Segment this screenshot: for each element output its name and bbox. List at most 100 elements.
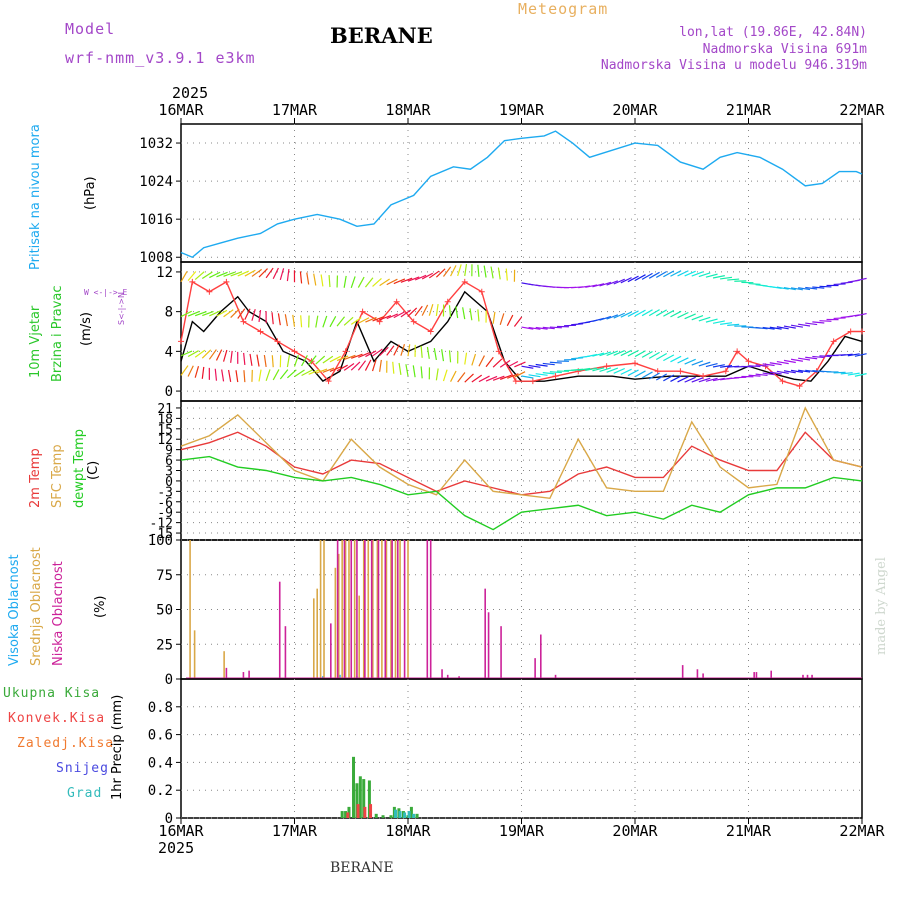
wind-arrow <box>606 314 619 320</box>
wind-arrow <box>279 369 289 380</box>
wind-arrow <box>606 280 619 286</box>
wind-arrow <box>284 314 288 327</box>
date-label-bottom: 22MAR <box>839 822 885 840</box>
wind-arrow <box>322 315 328 328</box>
cloud-series-niska-oblacnost-bar <box>446 674 449 679</box>
wind-arrow <box>655 373 668 381</box>
wind-arrow <box>180 271 188 283</box>
wind-arrow <box>627 349 639 357</box>
wind-gust-marker <box>495 348 502 355</box>
wind-arrow <box>670 270 682 277</box>
wind-arrow <box>235 370 239 383</box>
wind-arrow <box>812 355 825 359</box>
wind-arrow <box>286 269 290 282</box>
wind-arrow <box>705 273 718 278</box>
wind-arrow <box>677 270 689 277</box>
wind-arrow <box>755 373 768 377</box>
wind-arrow <box>407 276 420 282</box>
pressure-frame <box>180 123 863 263</box>
panel-cloud: 0 25 50 75 100 <box>148 533 863 688</box>
wind-gust-marker <box>734 348 741 355</box>
panel-pressure: 1008 1016 1024 1032 <box>139 123 863 266</box>
wind-arrow <box>840 353 853 357</box>
wind-arrow <box>634 370 646 378</box>
cloud-series-niska-oblacnost-bar <box>811 674 813 679</box>
precip-ytick-label: 0.8 <box>148 700 173 716</box>
wind-arrow <box>350 361 361 371</box>
cloud-series-niska-oblacnost-bar <box>753 672 755 679</box>
cloud-series-srednja-oblacnost-bar <box>316 588 318 679</box>
wind-arrow <box>315 355 326 365</box>
wind-arrow <box>194 311 207 317</box>
wind-arrow <box>798 287 811 291</box>
wind-arrow <box>790 287 803 291</box>
precip-series-konvek-kisa-bar <box>346 812 350 818</box>
wind-arrow <box>336 364 348 372</box>
precip-series-grad-bar <box>407 811 411 818</box>
wind-arrow <box>542 326 555 330</box>
cloud-ytick-label: 25 <box>156 637 173 653</box>
wind-arrow <box>336 316 346 327</box>
wind-arrow <box>464 264 468 277</box>
wind-compass-ew: W <-|-> E <box>84 288 128 297</box>
wind-arrow <box>727 323 740 326</box>
wind-arrow <box>329 366 342 373</box>
wind-arrow <box>477 309 480 322</box>
wind-arrow <box>209 310 221 317</box>
cloud-series-visoka-oblacnost-bar <box>339 674 341 679</box>
wind-arrow <box>613 312 625 319</box>
wind-arrow <box>514 361 526 368</box>
wind-arrow <box>249 353 253 366</box>
station-title: BERANE <box>330 23 433 48</box>
wind-arrow <box>490 266 494 279</box>
wind-arrow <box>265 369 271 381</box>
wind-arrow <box>720 276 733 280</box>
wind-arrow <box>300 315 303 328</box>
model-label: Model <box>65 20 116 38</box>
cloud-series-srednja-oblacnost-bar <box>407 540 409 679</box>
temperature-ytick-label: 9 <box>165 444 173 459</box>
year-label-bottom: 2025 <box>158 839 195 857</box>
wind-arrow <box>407 344 411 357</box>
wind-arrow <box>712 364 725 368</box>
wind-arrow <box>455 306 459 319</box>
wind-gust-marker <box>410 318 417 325</box>
wind-arrow <box>251 309 256 321</box>
wind-arrow <box>294 369 305 378</box>
wind-arrow <box>783 325 796 329</box>
wind-arrow <box>805 322 818 326</box>
cloud-series-srednja-oblacnost-bar <box>337 553 340 679</box>
wind-arrow <box>677 357 689 364</box>
wind-arrow <box>448 305 452 318</box>
wind-arrow <box>251 268 262 277</box>
wind-arrow <box>471 374 483 383</box>
wind-arrow <box>414 274 427 281</box>
wind-arrow <box>350 276 356 288</box>
wind-arrow <box>641 309 653 317</box>
wind-arrow <box>379 346 389 356</box>
wind-arrow <box>698 377 711 383</box>
wind-arrow <box>222 349 228 362</box>
wind-arrow <box>819 285 832 288</box>
date-label-top: 19MAR <box>499 101 545 119</box>
wind-arrow <box>237 308 246 319</box>
wind-arrow <box>776 360 789 365</box>
wind-arrow <box>485 375 498 382</box>
cloud-series-niska-oblacnost-bar <box>391 540 393 679</box>
wind-arrow <box>358 317 370 324</box>
wind-arrow <box>372 277 382 287</box>
wind-arrow <box>698 361 711 367</box>
wind-arrow <box>328 275 331 288</box>
wind-arrow <box>691 377 704 383</box>
wind-arrow <box>301 369 313 377</box>
wind-arrow <box>343 275 347 288</box>
wind-arrow <box>393 311 405 319</box>
cloud-series-srednja-oblacnost-bar <box>189 540 191 679</box>
wind-arrow <box>762 372 775 376</box>
wind-arrow <box>691 360 704 366</box>
wind-arrow <box>613 350 625 356</box>
wind-arrow <box>521 365 534 369</box>
cloud-series-srednja-oblacnost-bar <box>319 540 322 679</box>
wind-arrow <box>805 286 818 290</box>
date-label-bottom: 21MAR <box>726 822 772 840</box>
